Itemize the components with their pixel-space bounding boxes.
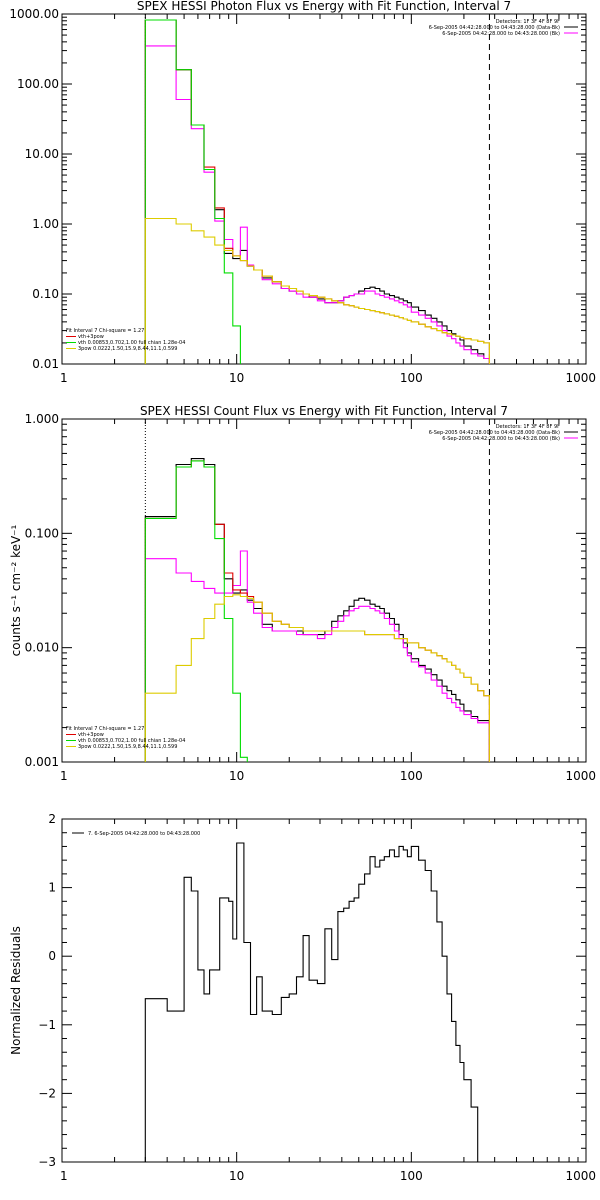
plot-frame: [61, 418, 587, 763]
y-tick-label: 2: [48, 812, 56, 826]
info-line-2: 6-Sep-2005 04:42:28.000 to 04:43:28.000 …: [429, 430, 560, 436]
legend-header: Fit Interval 7 Chi-square = 1.27: [66, 328, 144, 334]
chart-panel-1: SPEX HESSI Photon Flux vs Energy with Fi…: [9, 0, 596, 385]
chart-title: SPEX HESSI Photon Flux vs Energy with Fi…: [137, 0, 511, 13]
info-line-3: 6-Sep-2005 04:42:28.000 to 04:43:28.000 …: [442, 31, 560, 37]
x-tick-label: 1000: [565, 371, 596, 385]
legend-entry: vth 0.00853,0.702,1.00 full chian 1.28e-…: [78, 738, 185, 744]
x-tick-label: 1000: [565, 1169, 596, 1183]
x-tick-label: 1000: [565, 769, 596, 783]
legend-entry: vth 0.00853,0.702,1.00 full chian 1.28e-…: [78, 340, 185, 346]
series-line-vth-3pow: [144, 19, 490, 364]
legend-entry: vth+3pow: [78, 732, 104, 738]
y-tick-label: 0.01: [32, 357, 59, 371]
series-line-3pow: [144, 594, 490, 762]
series-line-vth: [144, 460, 490, 762]
y-tick-label: 1: [48, 881, 56, 895]
x-tick-label: 10: [229, 769, 244, 783]
y-tick-label: −2: [38, 1086, 56, 1100]
x-tick-label: 10: [229, 371, 244, 385]
series-group: [144, 842, 490, 1162]
series-group: [144, 19, 490, 364]
y-axis-label: Normalized Residuals: [9, 926, 23, 1055]
info-line-3: 6-Sep-2005 04:42:28.000 to 04:43:28.000 …: [442, 436, 560, 442]
series-line-7-6-sep-2005-04-42-28-000-to-04-43-28-000: [144, 842, 490, 1162]
series-group: [144, 458, 490, 762]
legend-header: Fit Interval 7 Chi-square = 1.27: [66, 726, 144, 732]
legend-entry: 3pow 0.0222,1.50,15.9,8.44,11.1,0.599: [78, 346, 177, 352]
chart-title: SPEX HESSI Count Flux vs Energy with Fit…: [140, 404, 508, 418]
x-tick-label: 100: [400, 769, 423, 783]
x-tick-label: 1: [60, 371, 68, 385]
x-tick-label: 1: [60, 769, 68, 783]
y-tick-label: 1.000: [25, 412, 59, 426]
info-line-1: Detectors: 1F 3F 4F 8F 9F: [496, 424, 560, 430]
y-tick-label: 1.00: [32, 217, 59, 231]
series-line-data-bk: [144, 19, 490, 364]
series-line-3pow: [144, 217, 490, 364]
y-tick-label: 0.001: [25, 755, 59, 769]
series-line-data-bk: [144, 458, 490, 762]
y-tick-label: −1: [38, 1018, 56, 1032]
x-tick-label: 10: [229, 1169, 244, 1183]
series-line-vth-3pow: [144, 460, 490, 762]
info-line-2: 6-Sep-2005 04:42:28.000 to 04:43:28.000 …: [429, 25, 560, 31]
y-tick-label: 0.10: [32, 287, 59, 301]
y-tick-label: 10.00: [25, 147, 59, 161]
y-tick-label: 100.00: [17, 77, 59, 91]
series-line-vth: [144, 19, 490, 364]
info-line-1: Detectors: 1F 3F 4F 8F 9F: [496, 19, 560, 25]
series-line-count-flux: [144, 550, 490, 762]
legend-entry: 3pow 0.0222,1.50,15.9,8.44,11.1,0.599: [78, 744, 177, 750]
y-axis-label: counts s⁻¹ cm⁻² keV⁻¹: [9, 524, 23, 656]
y-tick-label: 0: [48, 949, 56, 963]
plot-frame: [61, 13, 587, 365]
series-line-photon-flux: [144, 45, 490, 364]
x-tick-label: 100: [400, 1169, 423, 1183]
x-tick-label: 1: [60, 1169, 68, 1183]
y-tick-label: 0.100: [25, 526, 59, 540]
chart-panel-2: SPEX HESSI Count Flux vs Energy with Fit…: [9, 404, 596, 783]
legend-entry: 7. 6-Sep-2005 04:42:28.000 to 04:43:28.0…: [88, 831, 200, 837]
plot-frame: [61, 818, 587, 1163]
y-tick-label: −3: [38, 1155, 56, 1169]
y-tick-label: 0.010: [25, 641, 59, 655]
legend-entry: vth+3pow: [78, 334, 104, 340]
x-tick-label: 100: [400, 371, 423, 385]
y-tick-label: 1000.00: [9, 7, 59, 21]
